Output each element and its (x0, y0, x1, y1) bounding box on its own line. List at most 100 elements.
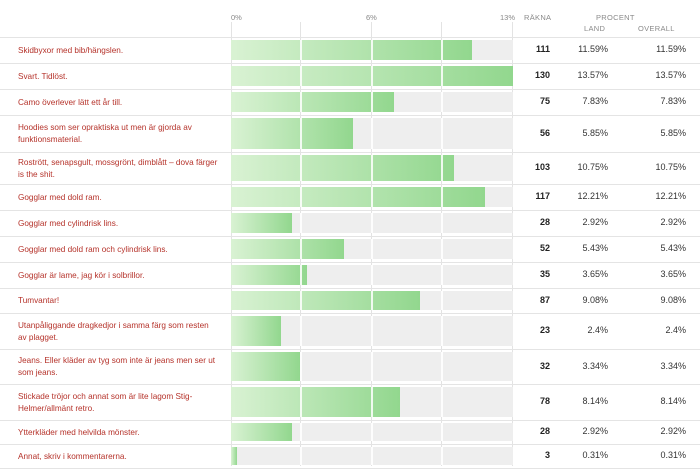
row-land-percent: 5.43% (582, 243, 608, 253)
row-separator (0, 420, 700, 421)
percentage-bar (231, 155, 454, 181)
row-separator (0, 444, 700, 445)
row-label: Tumvantar! (18, 296, 60, 305)
row-label: Annat, skriv i kommentarerna. (18, 451, 127, 461)
row-label: Gogglar med cylindrisk lins. (18, 218, 119, 228)
row-count: 78 (539, 396, 550, 406)
row-count: 56 (539, 128, 550, 138)
row-count: 52 (539, 243, 550, 253)
row-count: 103 (534, 162, 550, 172)
row-separator (0, 184, 700, 185)
bar-gridline (300, 352, 302, 381)
bar-gridline (371, 239, 373, 259)
bar-gridline (371, 92, 373, 112)
bar-gridline (371, 40, 373, 60)
land-column-header: LAND (584, 24, 606, 33)
bar-gridline (441, 155, 443, 181)
row-overall-percent: 11.59% (656, 44, 686, 54)
bar-gridline (441, 66, 443, 86)
row-land-percent: 11.59% (578, 44, 608, 54)
bar-gridline (441, 316, 443, 346)
bar-gridline (371, 213, 373, 233)
row-label: Svart. Tidlöst. (18, 71, 68, 81)
row-land-percent: 3.34% (582, 361, 608, 371)
percentage-bar (231, 118, 353, 149)
percentage-bar (231, 187, 485, 207)
row-land-percent: 9.08% (582, 295, 608, 305)
bar-gridline (371, 291, 373, 310)
bar-gridline (371, 265, 373, 285)
percentage-bar (231, 265, 307, 285)
row-separator (0, 313, 700, 314)
bar-gridline (300, 316, 302, 346)
bar-gridline (300, 265, 302, 285)
row-separator (0, 288, 700, 289)
row-label: Ytterkläder med helvilda mönster. (18, 427, 140, 437)
bar-gridline (300, 213, 302, 233)
table-row: Gogglar med dold ram och cylindrisk lins… (0, 236, 700, 262)
table-row: Skidbyxor med bib/hängslen. 111 11.59% 11.5… (0, 37, 700, 63)
row-count: 117 (535, 191, 550, 201)
row-label: Gogglar med dold ram och cylindrisk lins… (18, 244, 168, 254)
row-count: 75 (539, 96, 550, 106)
table-row: Annat, skriv i kommentarerna. 3 0.31% 0.31% (0, 444, 700, 468)
row-separator (0, 384, 700, 385)
table-row: Gogglar med cylindrisk lins. 28 2.92% 2.92% (0, 210, 700, 236)
row-overall-percent: 2.92% (660, 217, 686, 227)
percentage-bar (231, 352, 300, 381)
row-separator (0, 349, 700, 350)
percentage-bar (231, 213, 292, 233)
percentage-bar (231, 447, 237, 465)
table-row: Gogglar är lame, jag kör i solbrillor. 35… (0, 262, 700, 288)
row-label: Gogglar med dold ram. (18, 192, 102, 202)
row-label: Stickade tröjor och annat som är lite la… (18, 391, 193, 413)
bar-gridline (441, 387, 443, 417)
row-separator (0, 115, 700, 116)
bar-gridline (441, 213, 443, 233)
row-overall-percent: 5.43% (660, 243, 686, 253)
row-overall-percent: 0.31% (660, 450, 686, 460)
bar-gridline (300, 155, 302, 181)
row-label: Gogglar är lame, jag kör i solbrillor. (18, 270, 145, 280)
bar-gridline (441, 239, 443, 259)
row-label: Hoodies som ser opraktiska ut men är gjo… (18, 123, 192, 144)
row-overall-percent: 12.21% (655, 191, 686, 201)
bar-gridline (371, 423, 373, 441)
row-land-percent: 3.65% (582, 269, 608, 279)
row-count: 28 (539, 426, 550, 436)
bar-gridline (371, 387, 373, 417)
bar-gridline (441, 265, 443, 285)
bar-gridline (300, 291, 302, 310)
bar-gridline (300, 66, 302, 86)
row-land-percent: 0.31% (582, 450, 608, 460)
bar-gridline (441, 291, 443, 310)
row-land-percent: 2.92% (582, 217, 608, 227)
row-land-percent: 5.85% (582, 128, 608, 138)
bar-gridline (371, 352, 373, 381)
table-row: Utanpåliggande dragkedjor i samma färg s… (0, 313, 700, 349)
bar-gridline (371, 447, 373, 465)
row-overall-percent: 3.34% (660, 361, 686, 371)
bar-gridline (441, 187, 443, 207)
bar-gridline (300, 40, 302, 60)
row-separator (0, 236, 700, 237)
percentage-bar (231, 40, 472, 60)
bar-gridline (371, 118, 373, 149)
row-land-percent: 2.92% (582, 426, 608, 436)
table-row: Tumvantar! 87 9.08% 9.08% (0, 288, 700, 313)
row-land-percent: 12.21% (577, 191, 608, 201)
row-separator (0, 152, 700, 153)
percentage-bar (231, 291, 420, 310)
bar-gridline (371, 155, 373, 181)
row-label: Rostrött, senapsgult, mossgrönt, dimblåt… (18, 157, 218, 179)
percentage-bar (231, 316, 281, 346)
bar-gridline (441, 40, 443, 60)
table-row: Rostrött, senapsgult, mossgrönt, dimblåt… (0, 152, 700, 184)
table-row: Svart. Tidlöst. 130 13.57% 13.57% (0, 63, 700, 89)
bar-gridline (300, 423, 302, 441)
overall-column-header: OVERALL (638, 24, 675, 33)
table-row: Ytterkläder med helvilda mönster. 28 2.92%… (0, 420, 700, 444)
row-count: 111 (535, 44, 550, 54)
bar-gridline (441, 447, 443, 465)
percentage-bar (231, 239, 344, 259)
